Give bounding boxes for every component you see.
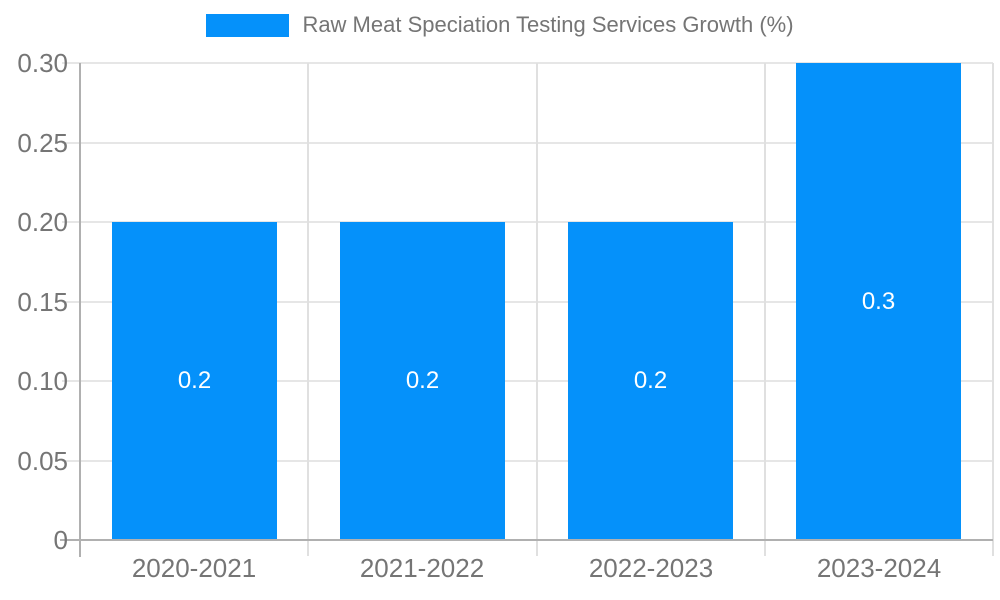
y-tick-label: 0.30 [17,48,68,78]
bar-2021-2022 [340,222,505,540]
bar-2020-2021 [112,222,277,540]
h-gridline [62,300,993,303]
bar-value-label: 0.3 [861,287,896,315]
v-gridline [535,63,538,556]
y-tick-label: 0.10 [17,366,68,396]
x-tick-label: 2023-2024 [816,553,942,583]
v-gridline [307,63,310,556]
bar-value-label: 0.2 [405,367,440,394]
h-gridline [62,459,993,462]
x-tick-label: 2021-2022 [359,553,485,583]
bar-2023-2024 [796,63,961,540]
h-gridline [62,141,993,144]
y-tick-label: 0.15 [17,286,68,317]
x-axis-line [60,539,993,541]
bar-value-label: 0.2 [177,367,212,394]
bar-value-label: 0.2 [633,367,668,394]
legend-label: Raw Meat Speciation Testing Services Gro… [302,12,794,37]
y-axis-line [79,63,81,557]
plot-area: 0.2 0.2 0.2 0.3 [62,62,994,556]
y-tick-label: 0.05 [17,445,68,476]
y-tick-label: 0 [53,525,68,555]
y-tick-label: 0.20 [17,207,68,237]
y-tick-label: 0.25 [17,127,68,158]
bar-2022-2023 [568,222,733,540]
x-tick-label: 2022-2023 [588,553,714,583]
x-tick-label: 2020-2021 [131,553,257,583]
h-gridline [62,221,993,223]
legend-swatch [206,13,290,37]
h-gridline [62,380,993,382]
h-gridline [62,62,993,64]
legend: Raw Meat Speciation Testing Services Gro… [0,12,1000,38]
v-gridline [763,63,766,556]
v-gridline [992,63,994,556]
